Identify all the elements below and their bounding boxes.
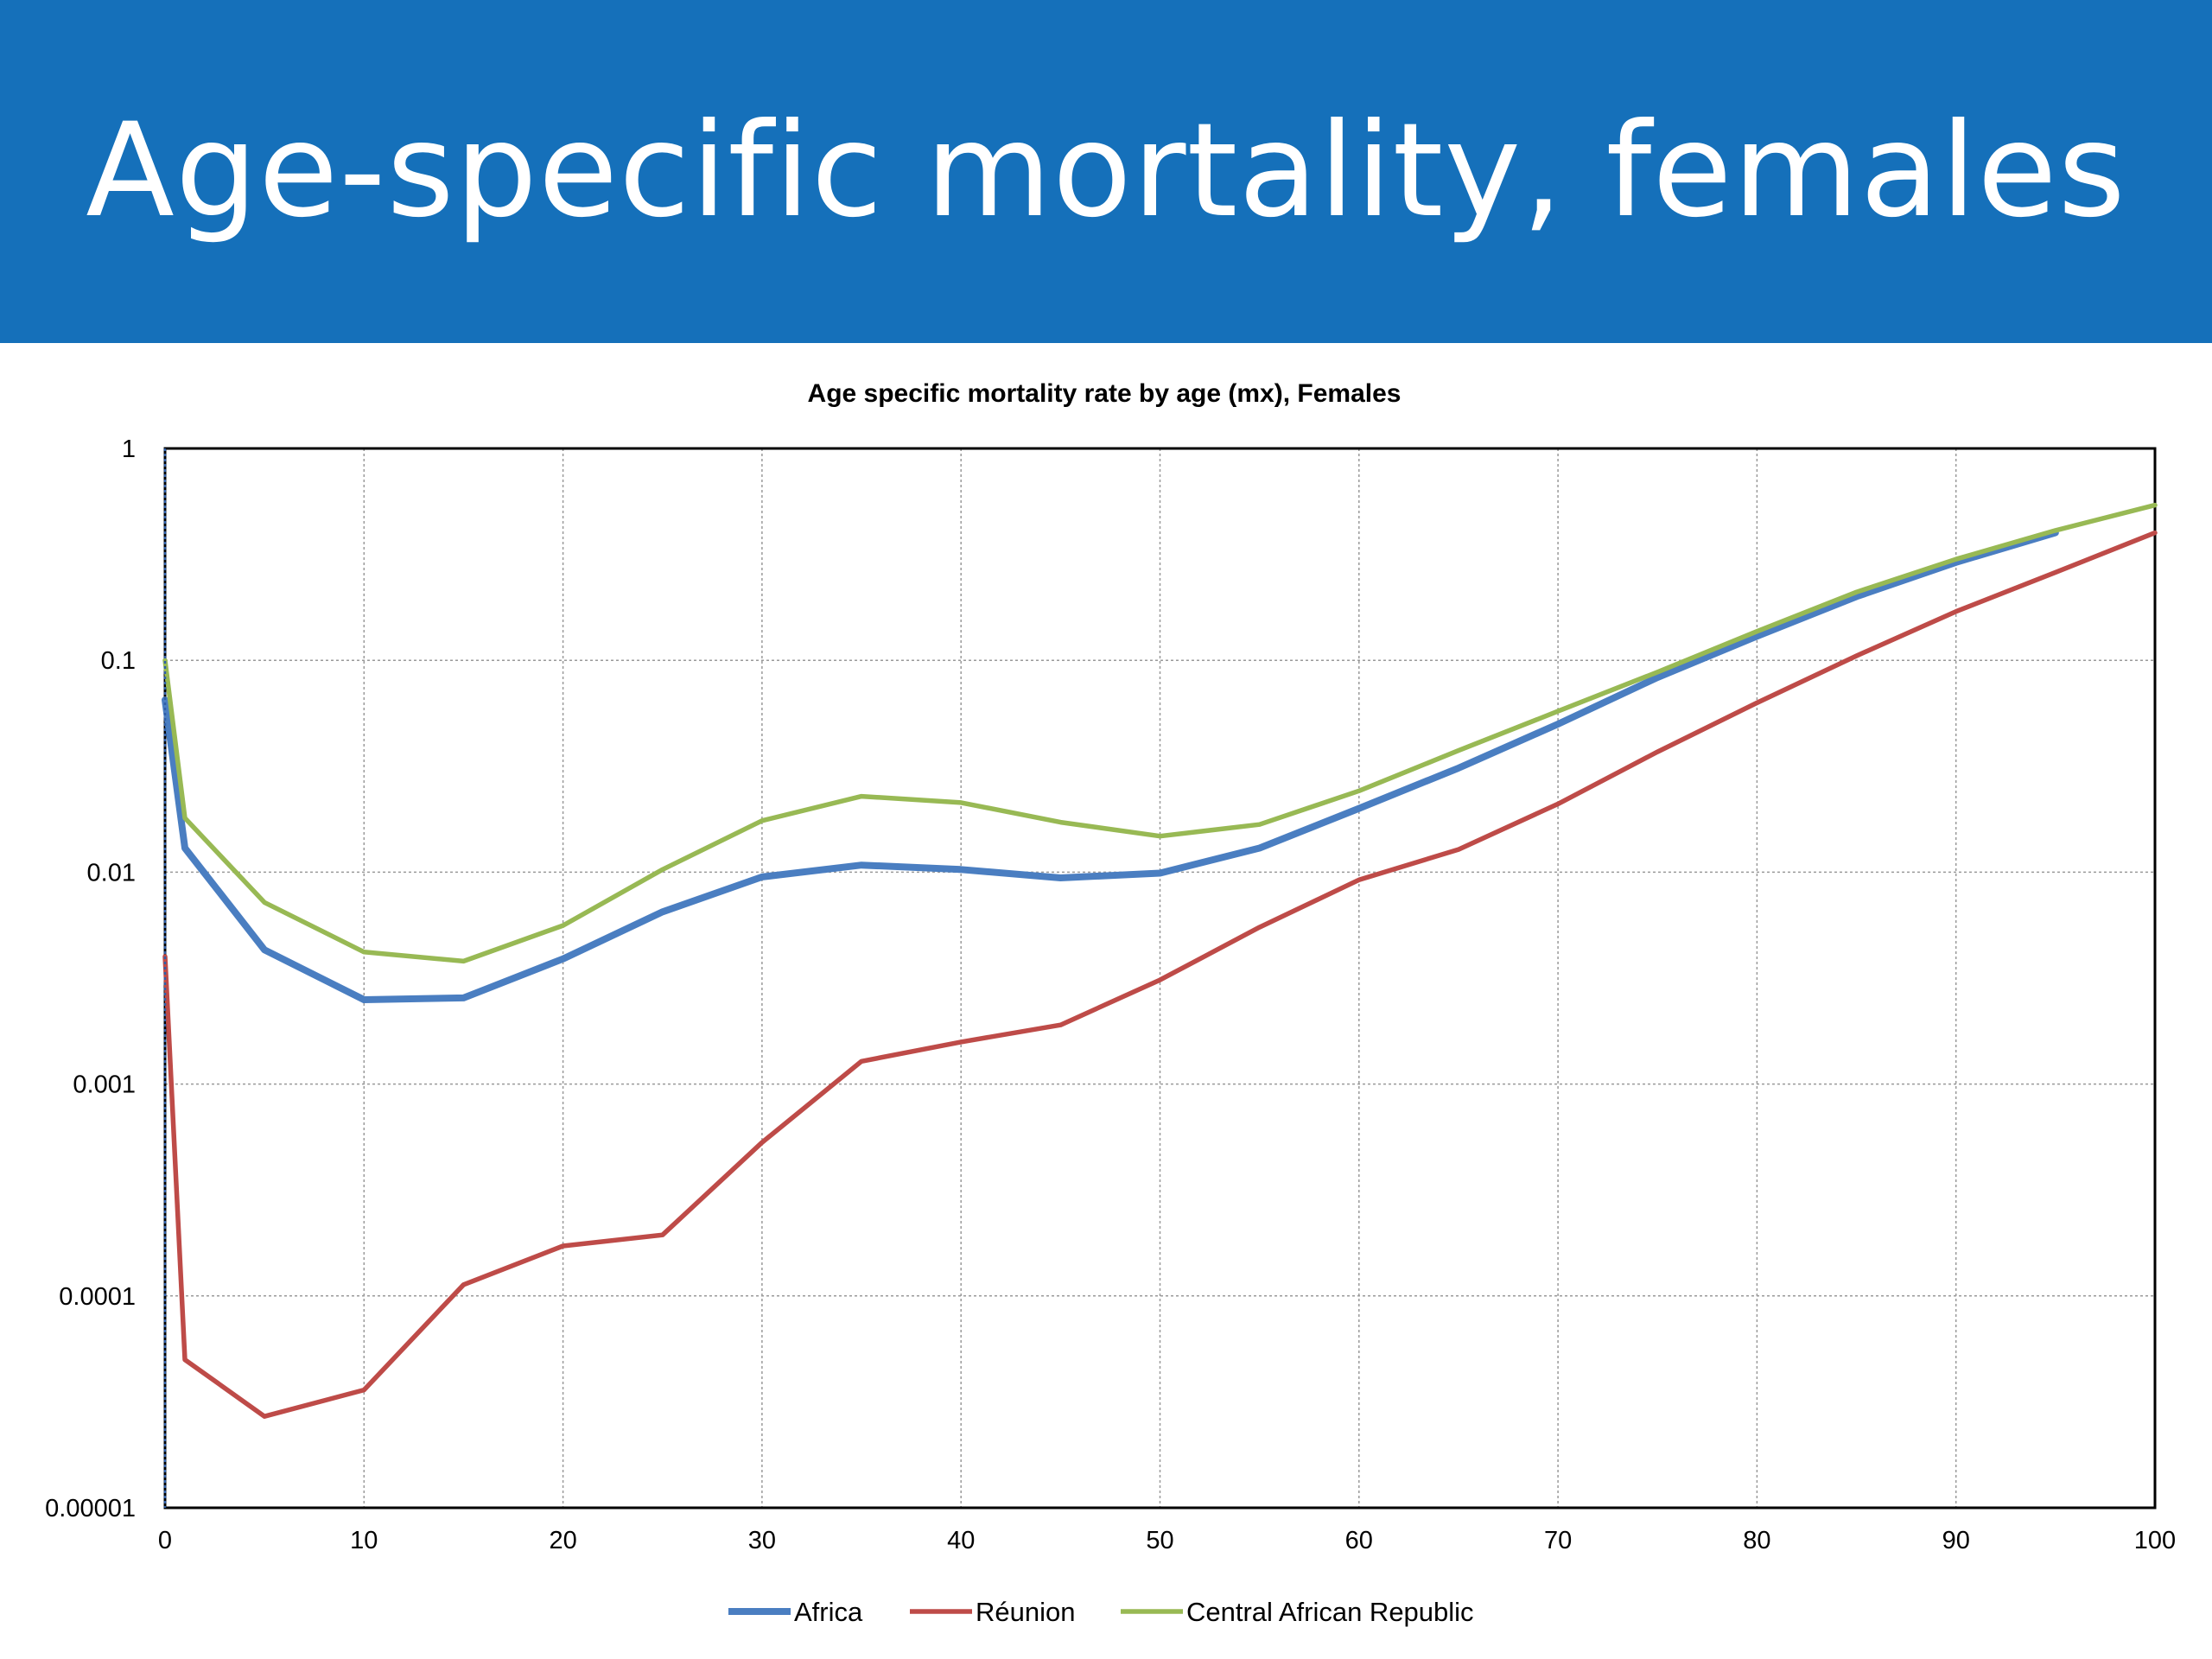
x-tick-label: 50 bbox=[1146, 1527, 1173, 1554]
y-tick-label: 0.00001 bbox=[45, 1495, 136, 1522]
title-banner bbox=[0, 0, 2212, 343]
x-tick-label: 70 bbox=[1544, 1527, 1572, 1554]
legend-label-africa: Africa bbox=[794, 1597, 863, 1627]
x-tick-label: 100 bbox=[2134, 1527, 2176, 1554]
x-tick-label: 30 bbox=[748, 1527, 776, 1554]
x-tick-label: 0 bbox=[158, 1527, 172, 1554]
x-tick-label: 40 bbox=[947, 1527, 975, 1554]
legend-label-central-african-republic: Central African Republic bbox=[1186, 1597, 1474, 1627]
y-tick-label: 0.01 bbox=[87, 859, 136, 887]
slide-title: Age-specific mortality, females bbox=[86, 96, 2126, 246]
x-tick-label: 90 bbox=[1942, 1527, 1970, 1554]
axis-ticks: 0 10 20 30 40 50 60 70 80 90 100 1 0.1 0.01 0.001 0.000… bbox=[45, 435, 2176, 1554]
chart-title: Age specific mortality rate by age (mx),… bbox=[808, 379, 1402, 408]
x-tick-label: 10 bbox=[350, 1527, 378, 1554]
legend-label-r-union: Réunion bbox=[976, 1597, 1075, 1627]
x-tick-label: 60 bbox=[1345, 1527, 1373, 1554]
y-tick-label: 0.001 bbox=[73, 1071, 136, 1099]
y-tick-label: 1 bbox=[122, 435, 136, 463]
series-line-central-african-republic bbox=[162, 502, 2158, 964]
x-tick-label: 80 bbox=[1743, 1527, 1770, 1554]
y-tick-label: 0.1 bbox=[101, 647, 136, 675]
series-line-africa bbox=[162, 529, 2059, 1003]
series-lines bbox=[162, 502, 2158, 1419]
series-line-r-union bbox=[162, 530, 2158, 1419]
x-tick-label: 20 bbox=[549, 1527, 576, 1554]
y-tick-label: 0.0001 bbox=[59, 1283, 136, 1311]
legend: Africa Réunion Central African Republic bbox=[728, 1597, 1474, 1627]
